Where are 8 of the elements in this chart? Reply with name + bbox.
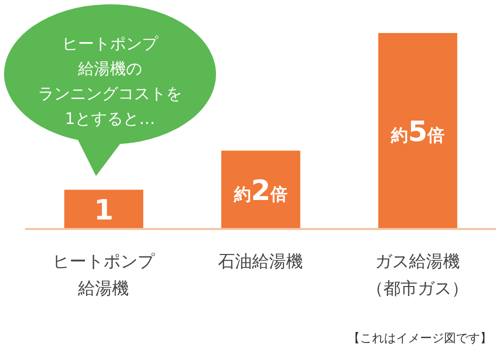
text: 【これはイメージ図です】 — [348, 331, 492, 345]
data-label: 1 — [94, 193, 114, 226]
annotation: ヒートポンプ給湯機のランニングコストを1とすると… — [38, 34, 182, 128]
x-tick-label: ガス給湯機（都市ガス） — [366, 252, 468, 299]
x-tick-label: 石油給湯機 — [218, 252, 303, 272]
data-label: 約2倍 — [233, 174, 288, 207]
data-label: 約5倍 — [390, 115, 444, 148]
x-tick-label: ヒートポンプ給湯機 — [52, 252, 156, 299]
